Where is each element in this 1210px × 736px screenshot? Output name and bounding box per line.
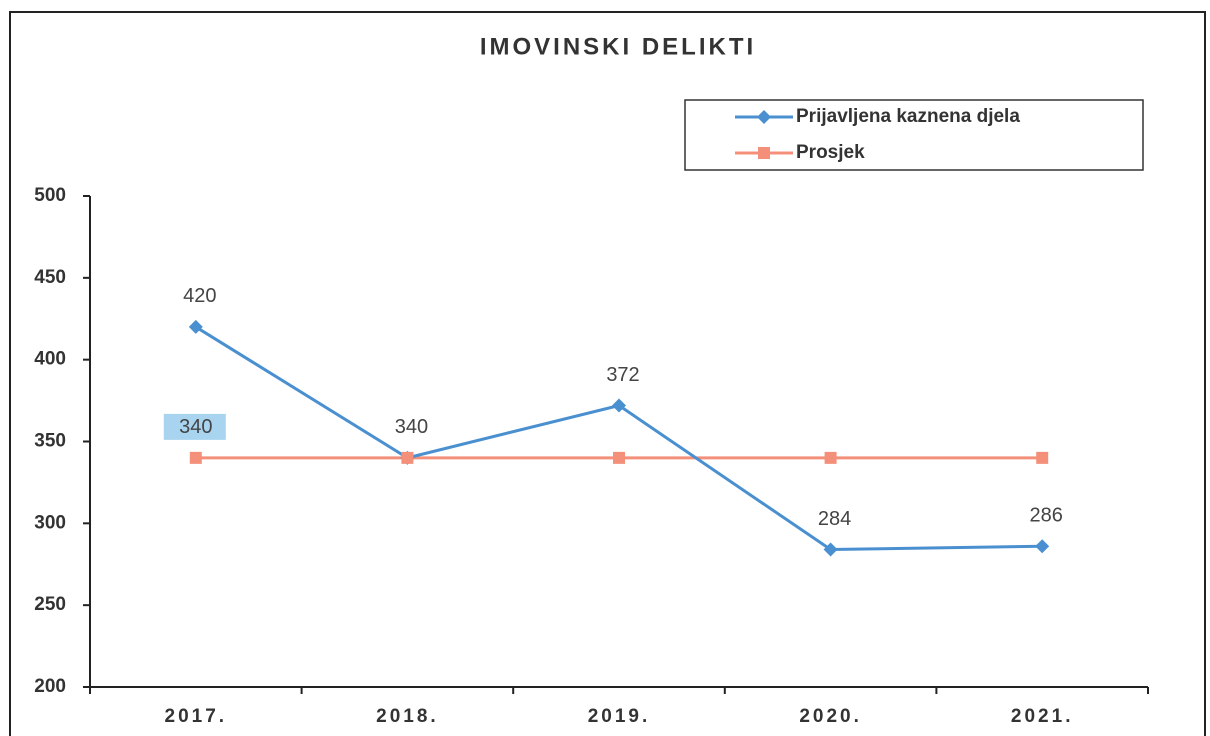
- chart-title: IMOVINSKI DELIKTI: [480, 33, 756, 60]
- point: [823, 542, 838, 557]
- data-label: 284: [818, 508, 851, 530]
- legend-label: Prijavljena kaznena djela: [796, 106, 1020, 127]
- legend-marker: [757, 110, 771, 124]
- x-tick-label: 2017.: [165, 706, 228, 727]
- x-tick-label: 2019.: [588, 706, 651, 727]
- point: [613, 451, 625, 464]
- y-tick-label: 500: [34, 185, 66, 206]
- legend-marker: [758, 147, 770, 159]
- data-label: 340: [179, 416, 212, 438]
- y-tick-label: 200: [34, 676, 66, 697]
- x-tick-label: 2018.: [376, 706, 439, 727]
- data-label: 340: [395, 416, 428, 438]
- legend-label: Prosjek: [796, 142, 865, 163]
- y-tick-label: 250: [34, 594, 66, 615]
- x-tick-label: 2020.: [799, 706, 862, 727]
- point: [189, 451, 202, 464]
- y-tick-label: 350: [34, 431, 66, 452]
- point: [612, 398, 626, 413]
- data-label: 286: [1030, 505, 1063, 527]
- data-label: 420: [183, 285, 216, 307]
- point: [1035, 539, 1050, 554]
- data-label: 372: [606, 364, 639, 386]
- point: [824, 451, 837, 464]
- point: [188, 319, 203, 334]
- series-line: [195, 325, 1043, 552]
- y-tick-label: 300: [34, 512, 66, 533]
- x-tick-label: 2021.: [1011, 706, 1074, 727]
- point: [1036, 451, 1049, 464]
- point: [401, 451, 414, 464]
- y-tick-label: 400: [34, 349, 66, 370]
- label-highlight: [163, 413, 226, 440]
- y-tick-label: 450: [34, 267, 66, 288]
- chart-frame: [9, 11, 1206, 736]
